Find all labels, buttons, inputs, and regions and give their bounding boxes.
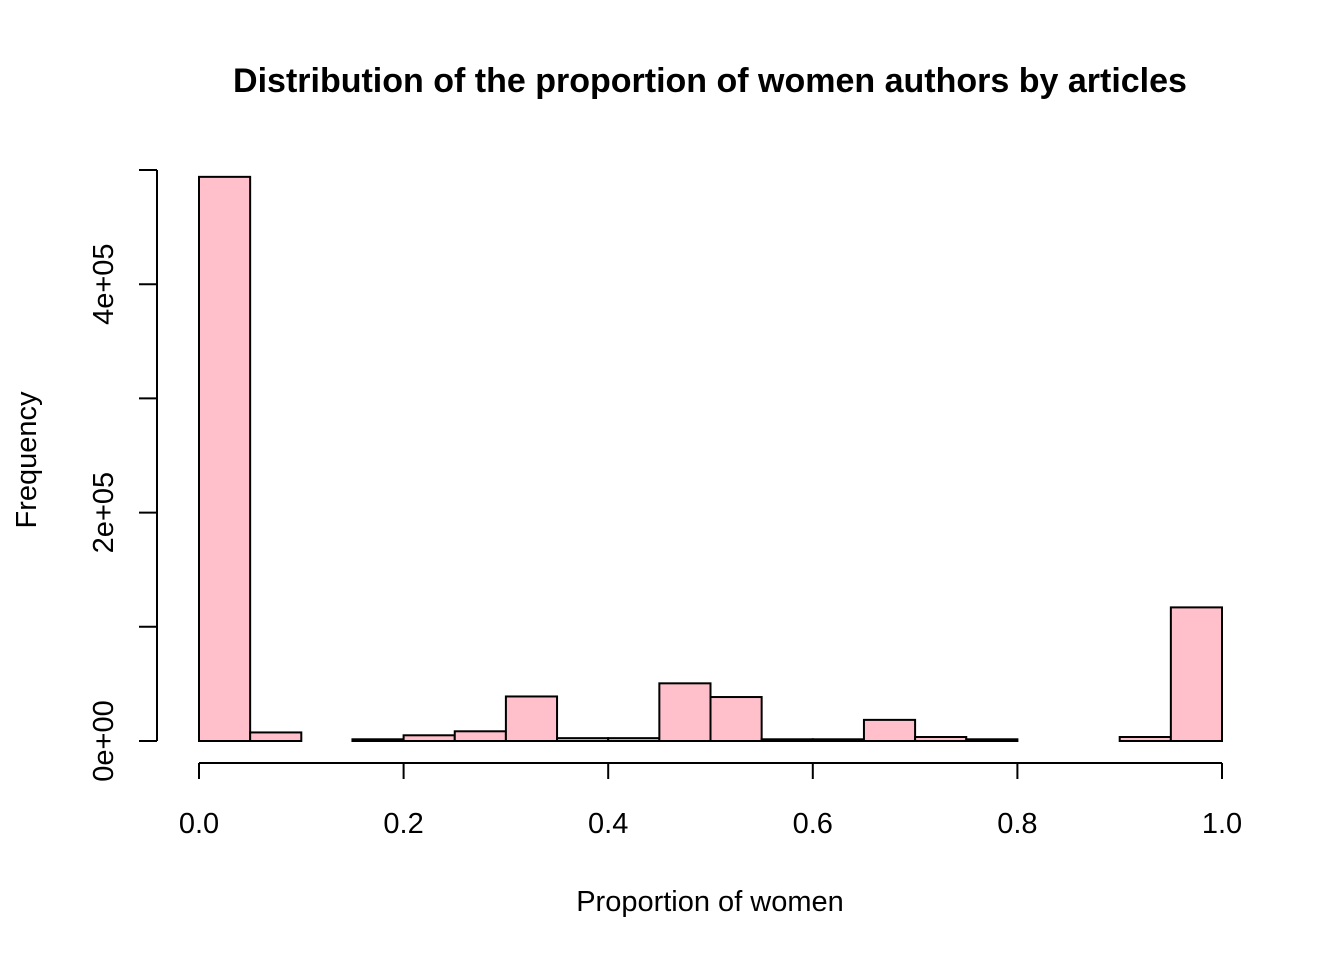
y-tick-label: 0e+00 <box>88 700 120 781</box>
histogram-bar <box>402 734 456 742</box>
histogram-bar <box>556 737 610 743</box>
histogram-bar <box>1169 606 1223 742</box>
histogram-bar <box>504 695 559 742</box>
chart-title: Distribution of the proportion of women … <box>233 62 1187 100</box>
histogram-bar <box>709 696 763 743</box>
y-tick-label: 2e+05 <box>88 472 120 553</box>
histogram-bar <box>607 737 661 743</box>
x-tick-label: 0.6 <box>793 808 833 840</box>
histogram-bar <box>249 731 303 742</box>
histogram-bar <box>1118 736 1172 742</box>
histogram-bar <box>862 718 917 742</box>
bars-group <box>198 175 1223 743</box>
x-axis: 0.0 0.2 0.4 0.6 0.8 1.0 <box>179 762 1242 840</box>
x-axis-label: Proportion of women <box>576 886 844 918</box>
x-tick-label: 0.8 <box>997 808 1037 840</box>
histogram-bar <box>198 175 252 743</box>
histogram-bar <box>351 738 405 742</box>
histogram-bar <box>658 682 712 742</box>
x-tick-label: 0.4 <box>588 808 628 840</box>
histogram-bar <box>811 738 865 742</box>
histogram-bar <box>760 738 814 742</box>
x-tick-label: 0.0 <box>179 808 219 840</box>
histogram-bar <box>914 736 968 742</box>
histogram-bar <box>453 730 507 743</box>
y-tick-label: 4e+05 <box>88 243 120 324</box>
x-tick-label: 1.0 <box>1202 808 1242 840</box>
histogram-bar <box>965 738 1019 742</box>
y-axis-label: Frequency <box>11 391 43 529</box>
y-axis: 0e+00 2e+05 4e+05 <box>88 169 158 782</box>
x-tick-label: 0.2 <box>383 808 423 840</box>
